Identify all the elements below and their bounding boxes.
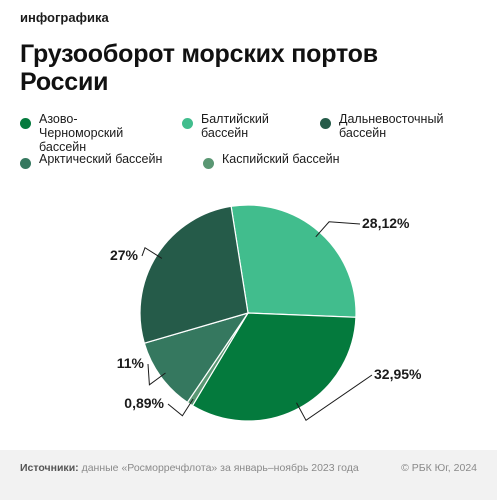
legend-item-azov-black-sea: Азово-Черноморский бассейн	[20, 112, 159, 154]
data-label: 32,95%	[374, 366, 422, 382]
leader-line	[147, 363, 166, 386]
leader-lines	[141, 221, 373, 422]
legend-label: Арктический бассейн	[39, 152, 163, 166]
data-label: 0,89%	[124, 395, 164, 411]
legend-dot-icon	[320, 118, 331, 129]
legend-label: Каспийский бассейн	[222, 152, 340, 166]
legend-dot-icon	[203, 158, 214, 169]
legend-item-baltic: Балтийский бассейн	[182, 112, 291, 140]
data-label: 27%	[110, 247, 139, 263]
leader-line	[296, 374, 373, 422]
pie-slices	[139, 204, 357, 422]
legend-item-far-east: Дальневосточный бассейн	[320, 112, 489, 140]
legend-label: Балтийский бассейн	[201, 112, 269, 140]
copyright-credit: © РБК Юг, 2024	[401, 462, 477, 474]
page-title: Грузооборот морских портов России	[20, 40, 378, 96]
source-note: Источники: данные «Росморречфлота» за ян…	[20, 462, 359, 474]
legend-label: Азово-Черноморский бассейн	[39, 112, 124, 154]
legend-dot-icon	[20, 158, 31, 169]
legend-dot-icon	[182, 118, 193, 129]
source-label: Источники:	[20, 462, 79, 474]
legend-label: Дальневосточный бассейн	[339, 112, 444, 140]
category-tag: инфографика	[20, 10, 109, 25]
source-text: данные «Росморречфлота» за январь–ноябрь…	[78, 462, 359, 474]
pie-chart: 28,12% 32,95% 0,89% 11% 27%	[110, 204, 422, 422]
data-labels: 28,12% 32,95% 0,89% 11% 27%	[110, 215, 422, 411]
leader-line	[167, 398, 194, 417]
data-label: 11%	[117, 355, 145, 371]
leader-line	[141, 246, 163, 259]
leader-line	[315, 221, 361, 238]
footer: Источники: данные «Росморречфлота» за ян…	[0, 450, 497, 500]
data-label: 28,12%	[362, 215, 410, 231]
legend-dot-icon	[20, 118, 31, 129]
pie-slice	[230, 204, 357, 318]
legend-item-caspian: Каспийский бассейн	[203, 152, 392, 169]
legend-item-arctic: Арктический бассейн	[20, 152, 209, 169]
